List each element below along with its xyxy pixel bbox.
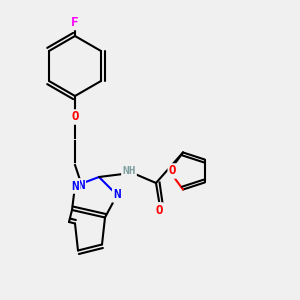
Text: F: F — [71, 16, 79, 29]
Text: O: O — [169, 164, 176, 178]
Text: NH: NH — [122, 166, 136, 176]
Text: O: O — [155, 203, 163, 217]
Text: N: N — [113, 188, 121, 202]
Text: N: N — [71, 179, 79, 193]
Text: N: N — [77, 179, 85, 193]
Text: O: O — [71, 110, 79, 124]
